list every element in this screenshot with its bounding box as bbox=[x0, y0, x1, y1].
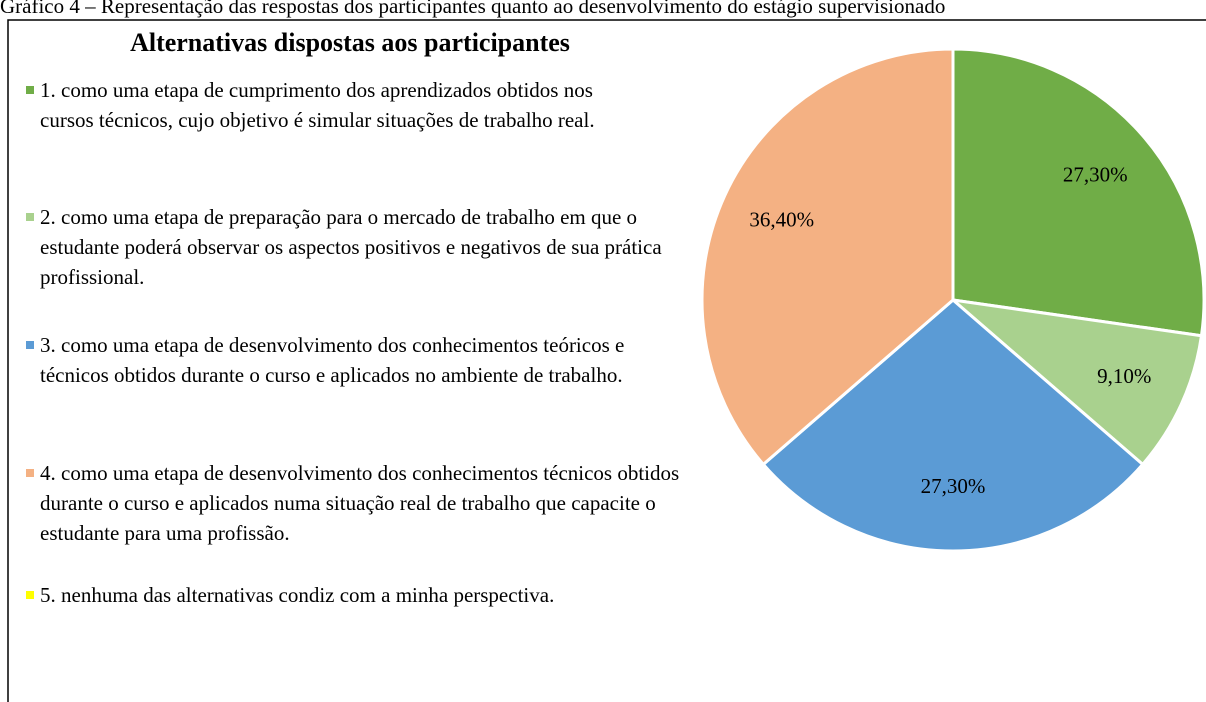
legend-item: 4. como uma etapa de desenvolvimento dos… bbox=[26, 458, 688, 548]
legend-item: 5. nenhuma das alternativas condiz com a… bbox=[26, 580, 588, 610]
legend-item: 3. como uma etapa de desenvolvimento dos… bbox=[26, 330, 688, 390]
legend-marker bbox=[26, 213, 34, 221]
pie-slice bbox=[700, 47, 955, 467]
legend-marker bbox=[26, 86, 34, 94]
legend-marker bbox=[26, 341, 34, 349]
legend-item: 2. como uma etapa de preparação para o m… bbox=[26, 202, 668, 292]
frame bbox=[7, 19, 1206, 702]
legend-label: 3. como uma etapa de desenvolvimento dos… bbox=[40, 333, 625, 387]
data-label: 27,30% bbox=[921, 474, 986, 498]
legend-item: 1. como uma etapa de cumprimento dos apr… bbox=[26, 75, 648, 135]
legend-marker bbox=[26, 591, 34, 599]
legend-label: 5. nenhuma das alternativas condiz com a… bbox=[40, 583, 555, 607]
data-label: 9,10% bbox=[1097, 364, 1151, 388]
legend-label: 2. como uma etapa de preparação para o m… bbox=[40, 205, 662, 289]
data-label: 36,40% bbox=[749, 208, 814, 232]
pie-slice bbox=[951, 47, 1206, 338]
pie-slice bbox=[948, 297, 1204, 467]
data-label: 27,30% bbox=[1063, 163, 1128, 187]
pie-slice bbox=[761, 298, 1145, 553]
chart-title: Alternativas dispostas aos participantes bbox=[130, 28, 570, 57]
legend-label: 4. como uma etapa de desenvolvimento dos… bbox=[40, 461, 680, 545]
legend-label: 1. como uma etapa de cumprimento dos apr… bbox=[40, 78, 595, 132]
legend-marker bbox=[26, 469, 34, 477]
caption: Gráfico 4 – Representação das respostas … bbox=[0, 0, 945, 18]
